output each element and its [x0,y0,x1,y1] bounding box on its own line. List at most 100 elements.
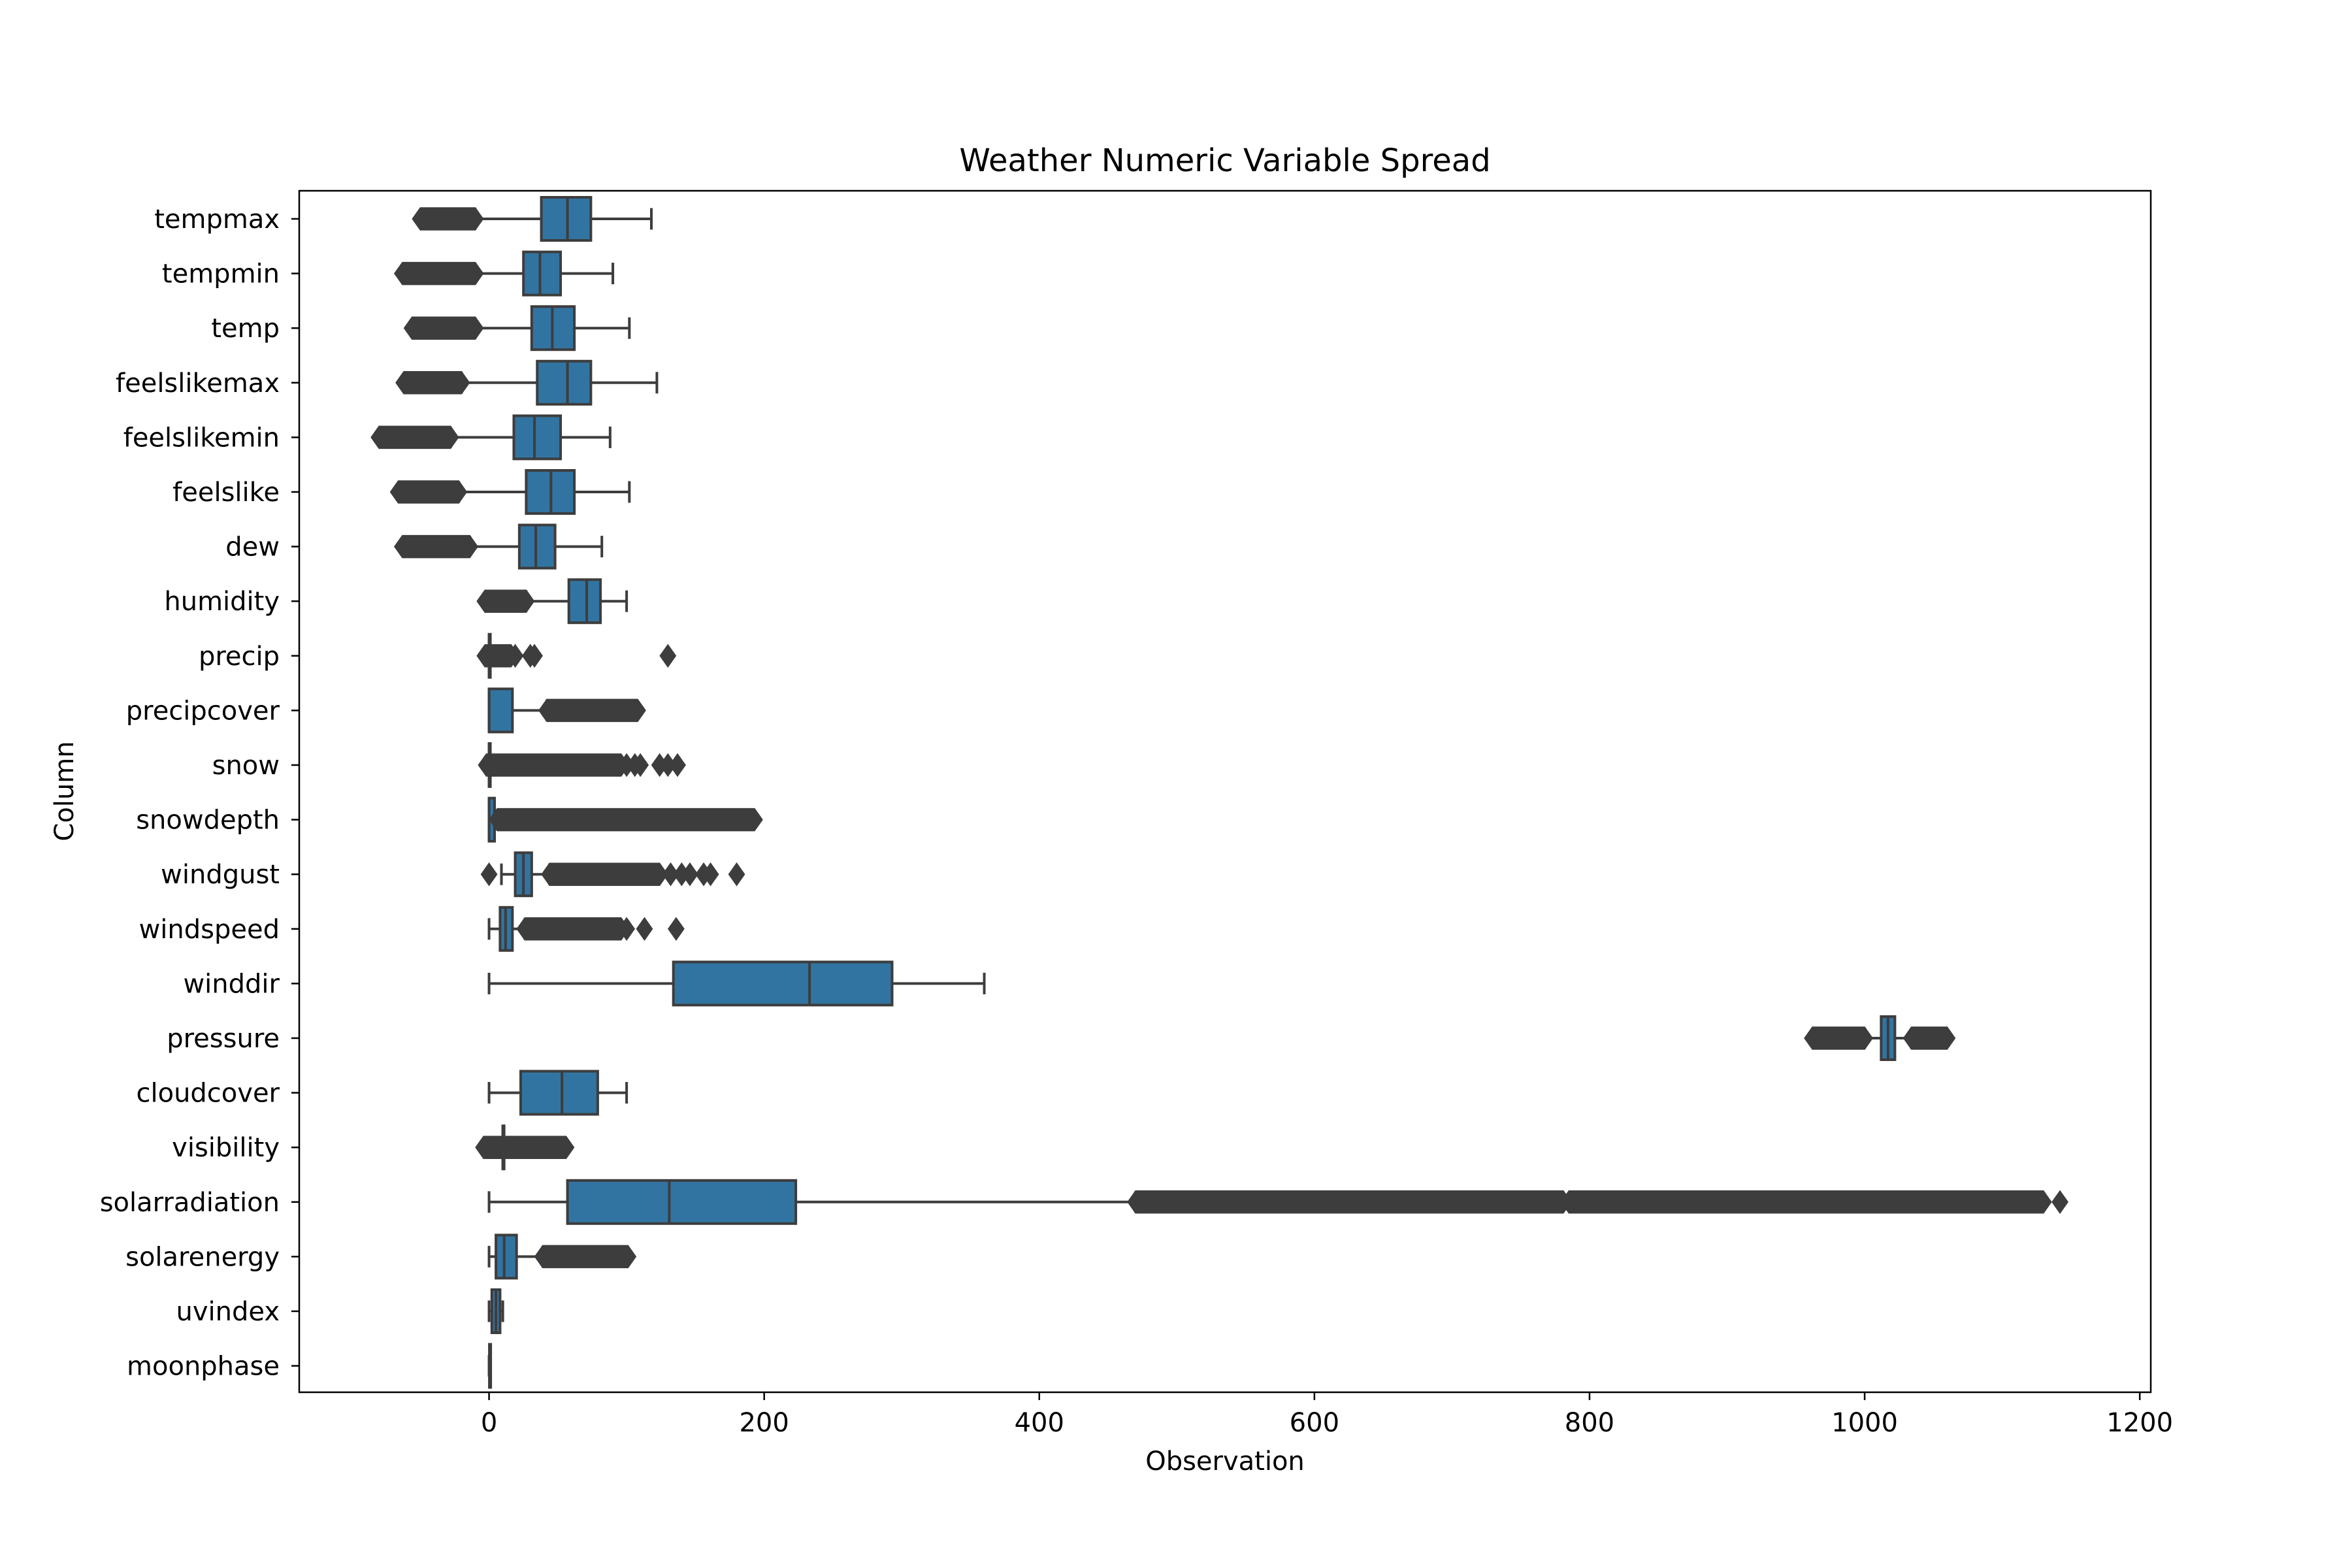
outlier-band [1856,1190,2052,1214]
iqr-box [540,196,593,242]
iqr-box [517,523,557,570]
y-tick-label: precip [199,642,280,672]
iqr-box [519,1070,599,1116]
y-tick-label: cloudcover [136,1079,280,1109]
outlier-point [667,917,685,941]
y-tick-label: windspeed [139,915,280,945]
outlier-band [389,480,468,504]
outlier-point [669,753,686,777]
outlier-band [541,862,668,886]
y-tick-label: tempmax [154,204,280,235]
box-visibility [475,1124,575,1171]
outlier-band [1560,1190,1873,1214]
y-tick-label: tempmin [162,259,280,289]
outlier-point [659,644,677,668]
box-windspeed [487,906,685,952]
y-tick-label: feelslikemax [116,368,280,399]
box-solarradiation [487,1179,2068,1225]
box-feelslikemax [395,359,659,406]
y-tick-label: uvindex [176,1297,280,1327]
y-tick-label: feelslikemin [123,423,280,453]
outlier-band [534,1245,637,1269]
outlier-point [728,862,745,887]
y-tick-label: visibility [172,1133,280,1163]
outlier-band [538,698,646,723]
box-precip [476,632,677,679]
outlier-band [412,207,484,231]
outlier-band [393,534,478,559]
iqr-box [536,359,593,406]
y-axis-label: Column [50,741,80,841]
box-uvindex [487,1288,504,1334]
outlier-point [526,644,543,668]
outlier-band [1804,1026,1873,1050]
box-precipcover [487,687,646,734]
x-tick-label: 400 [1015,1408,1064,1438]
y-tick-label: winddir [183,969,280,999]
iqr-box [567,578,602,625]
plot-area [370,196,2068,1389]
box-snowdepth [487,796,763,843]
y-tick-label: feelslike [172,478,280,508]
outlier-point [681,862,698,887]
outlier-point [636,917,653,941]
outlier-band [516,917,630,941]
x-tick-label: 200 [739,1408,789,1438]
outlier-point [2051,1190,2068,1215]
outlier-band [393,261,484,286]
y-tick-label: dew [225,532,280,563]
outlier-point [618,917,636,941]
box-tempmax [412,196,653,242]
chart-title: Weather Numeric Variable Spread [959,142,1490,179]
x-tick-label: 1200 [2106,1408,2173,1438]
outlier-band [489,808,763,832]
iqr-box [522,250,563,297]
y-tick-label: moonphase [127,1352,280,1382]
x-tick-label: 800 [1565,1408,1614,1438]
outlier-band [370,425,459,449]
outlier-band [1903,1026,1956,1050]
outlier-band [395,371,470,395]
outlier-point [506,644,524,668]
iqr-box [672,960,894,1007]
y-tick-label: snowdepth [136,806,280,836]
box-dew [393,523,604,570]
outlier-band [403,316,484,340]
y-tick-label: temp [211,314,280,344]
outlier-band [476,589,535,613]
box-temp [403,305,631,351]
outlier-point [632,753,649,777]
box-tempmin [393,250,615,297]
box-pressure [1804,1015,1956,1061]
outlier-band [494,1135,575,1159]
box-humidity [476,578,629,625]
y-tick-label: snow [212,751,280,781]
x-tick-label: 1000 [1831,1408,1898,1438]
iqr-box [512,414,563,461]
box-solarenergy [487,1233,637,1280]
y-tick-label: humidity [164,587,280,617]
box-cloudcover [487,1070,629,1116]
outlier-band [1127,1190,1572,1214]
box-snow [478,742,686,788]
box-moonphase [487,1343,493,1389]
y-tick-label: windgust [161,860,280,890]
outlier-point [702,862,719,887]
y-axis: tempmaxtempmintempfeelslikemaxfeelslikem… [100,204,299,1382]
x-tick-label: 600 [1290,1408,1339,1438]
y-tick-label: solarenergy [125,1242,280,1272]
x-tick-label: 0 [481,1408,497,1438]
iqr-box [495,1233,518,1280]
x-axis-label: Observation [1145,1446,1305,1477]
box-winddir [487,960,986,1007]
y-tick-label: pressure [167,1024,280,1054]
y-tick-label: solarradiation [100,1188,280,1218]
outlier-band [478,753,630,777]
plot-frame [298,189,2152,1394]
box-windgust [480,851,745,898]
iqr-box [566,1179,798,1225]
box-feelslikemin [370,414,612,461]
y-tick-label: precipcover [126,696,280,726]
box-feelslike [389,469,631,515]
